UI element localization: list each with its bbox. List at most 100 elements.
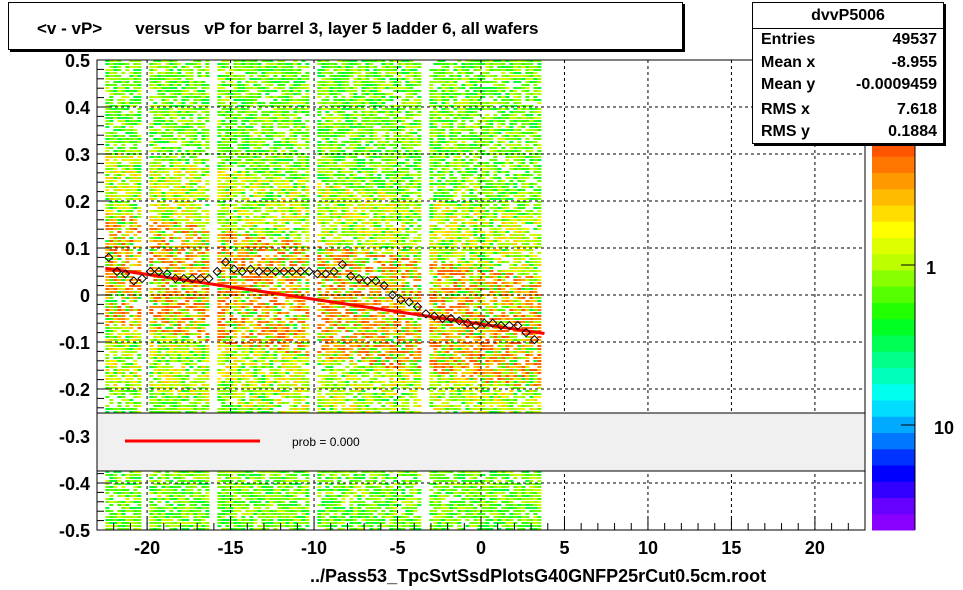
profile-marker <box>454 316 465 326</box>
profile-marker <box>262 266 273 277</box>
stats-label: RMS x <box>761 101 810 118</box>
profile-marker <box>379 280 389 291</box>
color-scale-bar: 1 10 <box>872 140 954 531</box>
color-scale-step <box>872 237 915 255</box>
stats-row-rms-x: RMS x 7.618 <box>761 101 937 123</box>
profile-marker <box>162 269 172 279</box>
y-tick-label: -0.5 <box>59 521 90 541</box>
profile-marker <box>212 266 222 277</box>
profile-marker <box>529 334 540 345</box>
profile-markers <box>103 252 540 345</box>
stats-box: dvvP5006 Entries 49537 Mean x -8.955 Mea… <box>752 2 944 144</box>
color-scale-step <box>872 172 915 190</box>
color-scale-step <box>872 335 915 352</box>
profile-marker <box>279 266 289 277</box>
y-tick-label: -0.3 <box>59 427 90 447</box>
color-scale-label: 1 <box>926 258 936 278</box>
color-scale-step <box>872 270 915 287</box>
profile-marker <box>287 266 298 277</box>
profile-marker <box>346 271 356 281</box>
title-box: <v - vP> versus vP for barrel 3, layer 5… <box>8 2 683 50</box>
profile-marker <box>145 266 156 277</box>
color-scale-step <box>872 253 915 271</box>
profile-marker <box>321 269 331 279</box>
profile-marker <box>487 318 498 328</box>
x-tick-label: -15 <box>218 538 244 558</box>
color-scale-step <box>872 481 915 498</box>
color-scale-step <box>872 205 915 222</box>
legend-fit-label: prob = 0.000 <box>292 435 360 449</box>
profile-marker <box>387 290 398 300</box>
y-tick-label: 0 <box>80 286 90 306</box>
stats-label: Mean x <box>761 54 816 71</box>
profile-marker <box>229 264 239 274</box>
profile-marker <box>237 266 247 277</box>
x-tick-label: 0 <box>476 538 486 558</box>
color-scale-step <box>872 432 915 450</box>
stats-row-mean-x: Mean x -8.955 <box>761 54 937 76</box>
y-tick-label: -0.4 <box>59 474 90 494</box>
x-tick-label: 20 <box>805 538 825 558</box>
x-tick-label: -5 <box>390 538 406 558</box>
color-scale-step <box>872 497 915 515</box>
profile-marker <box>421 309 431 319</box>
color-scale-step <box>872 286 915 303</box>
color-scale-step <box>872 400 915 417</box>
profile-marker <box>504 320 515 331</box>
color-scale-step <box>872 221 915 238</box>
stats-row-entries: Entries 49537 <box>761 31 937 53</box>
profile-marker <box>245 264 256 274</box>
stats-value: 49537 <box>892 31 938 48</box>
profile-marker <box>170 273 181 284</box>
color-scale-step <box>872 416 915 433</box>
profile-marker <box>412 302 423 312</box>
stats-histogram-name: dvvP5006 <box>753 3 943 29</box>
color-scale-step <box>872 302 915 320</box>
color-scale-step <box>872 318 915 336</box>
y-tick-label: 0.4 <box>65 98 90 118</box>
x-tick-label: 10 <box>638 538 658 558</box>
profile-marker <box>354 273 364 284</box>
color-scale-label: 10 <box>934 418 954 438</box>
color-scale-step <box>872 156 915 173</box>
color-scale-step <box>872 140 915 157</box>
profile-marker <box>254 266 264 277</box>
color-scale-step <box>872 513 915 531</box>
x-tick-label: 15 <box>721 538 741 558</box>
stats-label: Mean y <box>761 76 816 93</box>
color-scale-step <box>872 448 915 466</box>
profile-marker <box>496 320 506 331</box>
y-tick-label: 0.1 <box>65 239 90 259</box>
profile-marker <box>404 297 414 307</box>
profile-marker <box>129 276 139 286</box>
profile-marker <box>187 273 197 284</box>
profile-marker <box>371 276 381 286</box>
profile-marker <box>195 273 206 284</box>
y-tick-label: 0.5 <box>65 51 90 71</box>
profile-marker <box>304 266 314 277</box>
stats-value: 7.618 <box>896 101 937 118</box>
stats-label: Entries <box>761 31 816 48</box>
x-tick-label: 5 <box>559 538 569 558</box>
color-scale-step <box>872 465 915 482</box>
profile-marker <box>120 269 131 279</box>
x-tick-label: -20 <box>134 538 160 558</box>
stats-value: -8.955 <box>891 54 937 71</box>
profile-marker <box>295 266 306 277</box>
profile-marker <box>513 320 523 331</box>
profile-marker <box>437 313 448 324</box>
y-tick-label: 0.2 <box>65 192 90 212</box>
profile-marker <box>270 266 281 277</box>
axis-labels: -0.5 -0.4 -0.3 -0.2 -0.1 0 0.1 0.2 0.3 0.4 0.5 -20 -… <box>59 51 825 558</box>
profile-marker <box>396 294 406 305</box>
stats-value: -0.0009459 <box>856 76 937 93</box>
profile-marker <box>137 273 147 284</box>
profile-marker <box>312 269 323 279</box>
y-tick-label: -0.2 <box>59 380 90 400</box>
profile-marker <box>521 327 531 338</box>
profile-marker <box>362 276 373 286</box>
file-path-label: ../Pass53_TpcSvtSsdPlotsG40GNFP25rCut0.5… <box>310 566 767 586</box>
profile-marker <box>471 320 481 331</box>
color-scale-step <box>872 383 915 401</box>
